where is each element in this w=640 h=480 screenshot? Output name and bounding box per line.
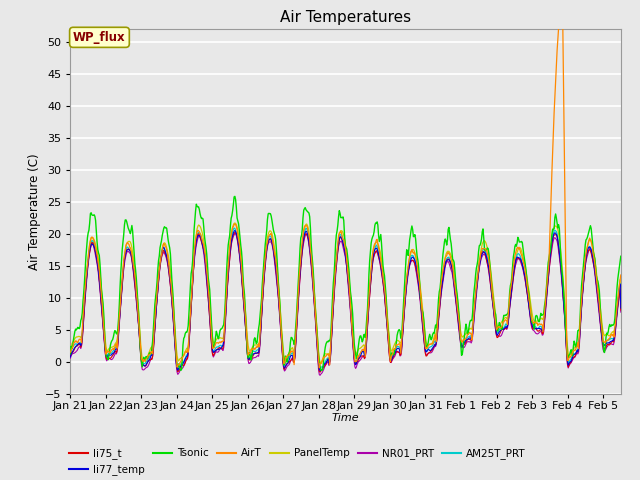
Text: WP_flux: WP_flux [73, 31, 126, 44]
Legend: li75_t, li77_temp, Tsonic, AirT, PanelTemp, NR01_PRT, AM25T_PRT: li75_t, li77_temp, Tsonic, AirT, PanelTe… [65, 444, 530, 480]
X-axis label: Time: Time [332, 413, 360, 423]
Y-axis label: Air Temperature (C): Air Temperature (C) [28, 153, 41, 269]
Title: Air Temperatures: Air Temperatures [280, 10, 411, 25]
